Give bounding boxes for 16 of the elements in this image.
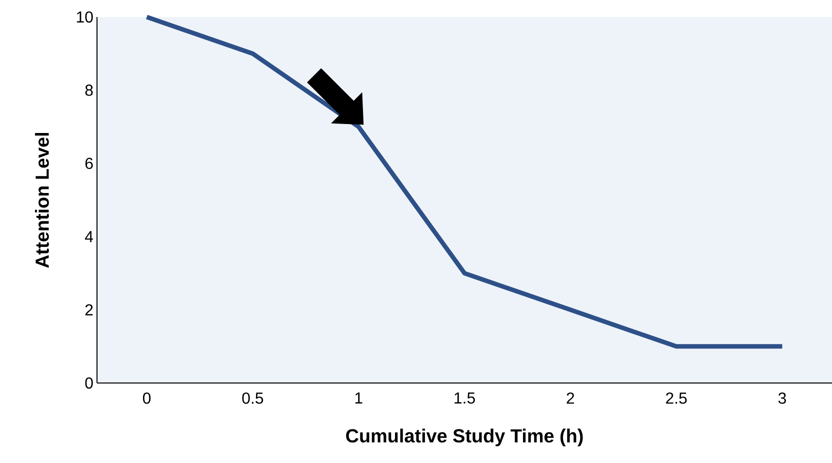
x-tick-label: 1.5: [454, 392, 475, 404]
x-axis-title: Cumulative Study Time (h): [346, 428, 583, 446]
x-tick-label: 1: [355, 392, 362, 404]
y-tick-label: 4: [84, 231, 94, 242]
y-tick-label: 8: [85, 84, 93, 96]
y-tick-label: 0: [85, 377, 93, 389]
y-axis-title: Attention Level: [35, 132, 49, 268]
line-series: [144, 14, 784, 349]
x-tick-label: 0.5: [242, 392, 264, 404]
y-tick-label: 2: [85, 304, 93, 316]
x-tick-label: 0: [142, 392, 151, 404]
y-tick-label: 10: [76, 11, 93, 23]
y-tick-label: 6: [85, 158, 93, 170]
x-tick-label: 2: [566, 392, 574, 404]
x-tick-label: 2.5: [666, 392, 687, 404]
x-tick-label: 3: [778, 392, 786, 404]
